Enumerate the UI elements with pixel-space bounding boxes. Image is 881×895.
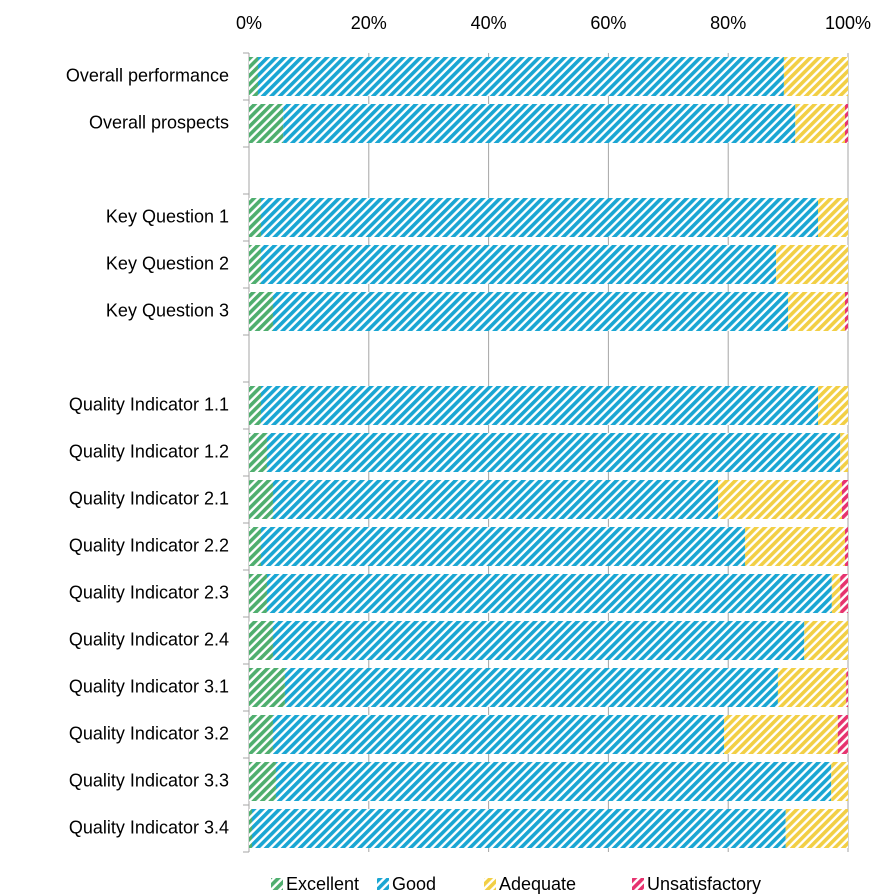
bar-segment (249, 527, 261, 566)
y-tick-label: Quality Indicator 3.1 (69, 676, 229, 696)
bar-segment (724, 715, 838, 754)
y-tick-label: Quality Indicator 3.3 (69, 770, 229, 790)
y-tick-label: Overall prospects (89, 112, 229, 132)
bar-segment (249, 292, 273, 331)
legend-item: Unsatisfactory (632, 874, 761, 894)
bar-segment (818, 386, 848, 425)
y-tick-label: Quality Indicator 1.2 (69, 441, 229, 461)
bar-segment (842, 480, 848, 519)
legend-item: Excellent (271, 874, 359, 894)
bar-segment (845, 527, 848, 566)
bar-segment (283, 104, 796, 143)
bar-segment (272, 621, 805, 660)
legend-swatch (271, 878, 283, 890)
legend-swatch (632, 878, 644, 890)
bar-segment (249, 809, 252, 848)
bar-segment (249, 715, 273, 754)
bar-segment (249, 621, 273, 660)
bar-segment (249, 245, 261, 284)
bar-segment (783, 57, 848, 96)
bar-segment (818, 198, 848, 237)
bar-segment (272, 480, 719, 519)
bar-segment (272, 292, 789, 331)
bar-segment (260, 386, 819, 425)
x-tick-label: 100% (825, 13, 871, 33)
bar-segment (840, 433, 848, 472)
legend-label: Good (392, 874, 436, 894)
bar-segment (249, 386, 261, 425)
y-tick-label: Key Question 3 (106, 300, 229, 320)
bar-segment (718, 480, 843, 519)
bar-segment (266, 433, 841, 472)
y-tick-label: Quality Indicator 3.2 (69, 723, 229, 743)
bar-segment (249, 104, 284, 143)
bar-segment (776, 245, 848, 284)
bar-segment (249, 668, 285, 707)
x-tick-label: 80% (710, 13, 746, 33)
y-tick-label: Quality Indicator 3.4 (69, 817, 229, 837)
y-tick-label: Quality Indicator 2.3 (69, 582, 229, 602)
bar-segment (795, 104, 846, 143)
bar-segment (249, 198, 261, 237)
bar-segment (788, 292, 846, 331)
bar-segment (804, 621, 848, 660)
bar-segment (837, 715, 848, 754)
y-tick-label: Key Question 1 (106, 206, 229, 226)
bar-segment (275, 762, 832, 801)
bar-segment (249, 433, 267, 472)
bar-segment (260, 245, 777, 284)
legend-swatch (377, 878, 389, 890)
bar-segment (249, 574, 267, 613)
bar-segment (266, 574, 832, 613)
bar-segment (785, 809, 848, 848)
bar-segment (845, 104, 848, 143)
x-tick-label: 0% (236, 13, 262, 33)
y-tick-label: Quality Indicator 2.2 (69, 535, 229, 555)
legend-label: Adequate (499, 874, 576, 894)
bar-segment (272, 715, 725, 754)
legend-label: Excellent (286, 874, 359, 894)
x-tick-label: 20% (351, 13, 387, 33)
bar-segment (846, 668, 848, 707)
bar-segment (831, 574, 841, 613)
y-tick-label: Key Question 2 (106, 253, 229, 273)
y-tick-label: Overall performance (66, 65, 229, 85)
legend-label: Unsatisfactory (647, 874, 761, 894)
bar-segment (251, 809, 786, 848)
bar-segment (845, 292, 848, 331)
bar-segment (840, 574, 848, 613)
bar-segment (744, 527, 846, 566)
bar-segment (260, 198, 819, 237)
bar-segment (257, 57, 784, 96)
bar-segment (777, 668, 847, 707)
bar-segment (831, 762, 848, 801)
legend-swatch (484, 878, 496, 890)
x-tick-label: 40% (471, 13, 507, 33)
legend-item: Adequate (484, 874, 576, 894)
bar-segment (249, 57, 258, 96)
y-tick-label: Quality Indicator 2.1 (69, 488, 229, 508)
x-tick-label: 60% (590, 13, 626, 33)
bar-segment (249, 480, 273, 519)
y-tick-label: Quality Indicator 2.4 (69, 629, 229, 649)
bar-segment (284, 668, 778, 707)
legend-item: Good (377, 874, 436, 894)
y-tick-label: Quality Indicator 1.1 (69, 394, 229, 414)
bar-segment (260, 527, 745, 566)
bar-segment (249, 762, 276, 801)
